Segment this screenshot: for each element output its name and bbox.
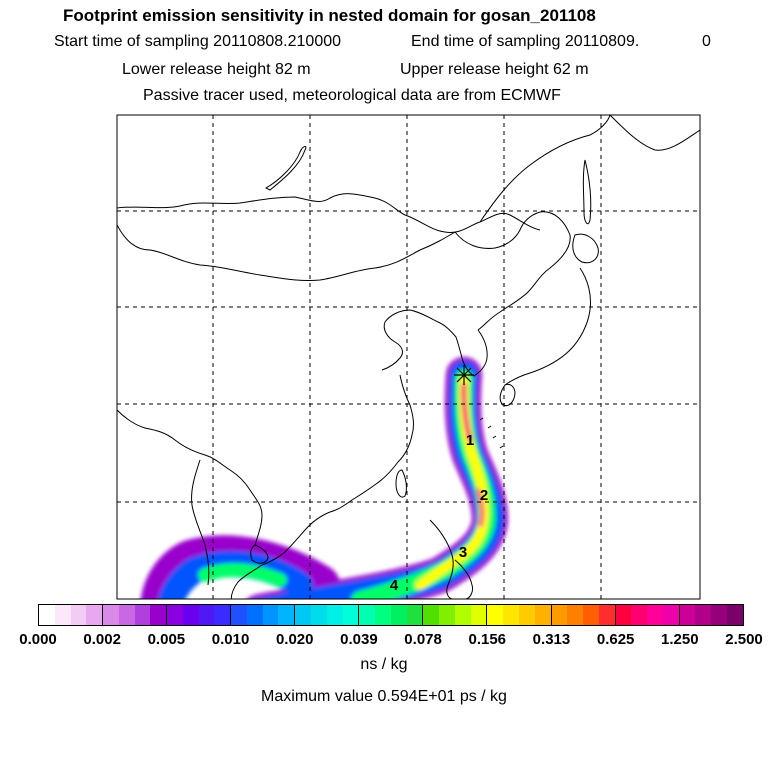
maximum-value-label: Maximum value 0.594E+01 ps / kg (261, 688, 507, 705)
day-label-2: 2 (480, 487, 488, 504)
color-scale-segment (342, 605, 360, 625)
units-label: ns / kg (360, 656, 408, 673)
star-burst-icon (454, 365, 474, 385)
map-frame (116, 114, 701, 600)
color-scale-segment (167, 605, 183, 625)
color-scale-segment (246, 605, 263, 625)
lake-baikal (264, 146, 307, 191)
color-scale-segment (503, 605, 519, 625)
ryukyu-islands (479, 417, 504, 449)
color-scale-segment (518, 605, 535, 625)
color-scale-segment (70, 605, 87, 625)
color-scale-tick-label: 0.625 (596, 631, 635, 648)
color-scale-segment (406, 605, 424, 625)
color-scale-segment (86, 605, 104, 625)
color-scale-segment (311, 605, 327, 625)
color-scale-segment (262, 605, 279, 625)
color-scale-segment (54, 605, 71, 625)
mongolia-china-border (117, 224, 456, 281)
color-scale-bar (38, 604, 744, 626)
color-scale-segment (487, 605, 504, 625)
color-scale-tick-label: 1.250 (661, 631, 699, 648)
color-scale-segment (231, 605, 247, 625)
russia-mongolia-border (117, 193, 541, 234)
china-west-border (117, 409, 263, 546)
color-scale-segment (598, 605, 616, 625)
color-scale-tick-label: 0.005 (147, 631, 186, 648)
color-scale-segment (615, 605, 632, 625)
korea-peninsula (437, 321, 488, 377)
color-scale-segment (567, 605, 584, 625)
color-scale-tick-label: 0.039 (340, 631, 378, 648)
color-scale-segment (454, 605, 471, 625)
color-scale-tick-label: 2.500 (725, 631, 763, 648)
color-scale-segment (439, 605, 455, 625)
japan-kyushu (499, 383, 516, 407)
southeast-asia-border (191, 459, 210, 586)
color-scale-segment (278, 605, 296, 625)
color-scale-segment (375, 605, 391, 625)
color-scale-segment (390, 605, 407, 625)
end-time-value: 0 (702, 33, 711, 50)
japan-hokkaido (572, 233, 599, 264)
color-scale-segment (39, 605, 55, 625)
tracer-info-label: Passive tracer used, meteorological data… (143, 87, 561, 104)
color-scale-segment (647, 605, 663, 625)
color-scale-segment (551, 605, 568, 625)
color-scale-tick-label: 0.078 (404, 631, 442, 648)
day-label-3: 3 (459, 544, 467, 561)
color-scale-segment (134, 605, 151, 625)
china-coast-north (381, 309, 439, 371)
footprint-plume (140, 357, 508, 599)
color-scale-tick-label: 0.313 (532, 631, 571, 648)
sakhalin-island (582, 159, 592, 225)
figure-title: Footprint emission sensitivity in nested… (63, 6, 596, 25)
china-coast-south (261, 511, 331, 566)
color-scale-segment (679, 605, 696, 625)
upper-release-height-label: Upper release height 62 m (400, 61, 589, 78)
color-scale-segment (583, 605, 599, 625)
color-scale-segment (214, 605, 232, 625)
color-scale-segment (198, 605, 215, 625)
color-scale-segment (695, 605, 712, 625)
color-scale-segment (359, 605, 376, 625)
hainan-island (250, 544, 269, 564)
color-scale-segment (295, 605, 312, 625)
northeast-china-border (454, 211, 571, 331)
day-label-4: 4 (390, 577, 399, 594)
color-scale-tick-label: 0.000 (19, 631, 57, 648)
color-scale-segment (423, 605, 440, 625)
japan-honshu (504, 267, 591, 386)
philippines-coast (429, 519, 454, 599)
kamchatka-coast (609, 115, 700, 151)
plume-peak-band (461, 382, 485, 527)
color-scale-segment (631, 605, 648, 625)
coastlines (117, 115, 700, 599)
color-scale-segment (103, 605, 119, 625)
color-scale-segment (662, 605, 680, 625)
philippines-south (454, 559, 473, 599)
color-scale-segment (182, 605, 199, 625)
color-scale-tick-label: 0.020 (275, 631, 314, 648)
china-coast-east (329, 374, 414, 513)
end-time-label: End time of sampling 20110809. (411, 33, 640, 50)
color-scale-tick-label: 0.002 (83, 631, 121, 648)
color-scale-segment (470, 605, 488, 625)
okhotsk-coast (479, 115, 611, 223)
color-scale-segment (326, 605, 343, 625)
color-scale-segment (118, 605, 135, 625)
color-scale-tick-label: 0.156 (468, 631, 507, 648)
day-label-1: 1 (466, 432, 474, 449)
color-scale-segment (726, 605, 743, 625)
color-scale-segment (150, 605, 168, 625)
color-scale-tick-label: 0.010 (211, 631, 250, 648)
color-scale-segment (711, 605, 727, 625)
start-time-label: Start time of sampling 20110808.210000 (54, 33, 342, 50)
color-scale-segment (534, 605, 552, 625)
taiwan-island (395, 469, 407, 498)
lower-release-height-label: Lower release height 82 m (122, 61, 311, 78)
lat-lon-grid (117, 115, 700, 599)
